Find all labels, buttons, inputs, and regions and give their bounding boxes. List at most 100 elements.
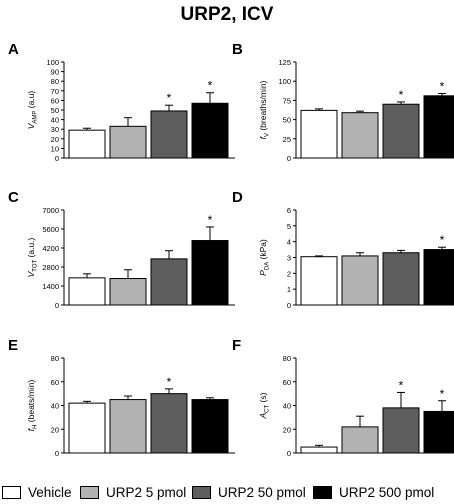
y-tick-label: 6: [287, 206, 291, 215]
significance-star: *: [208, 79, 213, 93]
y-axis-label: ACT (s): [258, 392, 271, 419]
y-tick-label: 90: [51, 68, 59, 77]
y-axis-label: VTOT (a.u.): [26, 237, 39, 277]
bar: [150, 110, 188, 159]
y-axis-label-unit: (s): [258, 392, 268, 404]
bar: [109, 278, 147, 306]
y-tick-label: 80: [51, 77, 59, 86]
y-axis-label-symbol: f: [258, 135, 268, 139]
bar: [300, 109, 338, 159]
y-tick-label: 100: [46, 58, 59, 67]
y-tick-label: 80: [51, 354, 59, 363]
y-tick-label: 50: [51, 106, 59, 115]
y-axis-label-subscript: DA: [265, 262, 271, 270]
bar: [150, 258, 188, 306]
legend-swatch-urp2-500: [313, 485, 332, 499]
y-tick-label: 75: [283, 96, 291, 105]
panel-b: B 0 25 50 75 100 125 fV (breaths/min) * *: [232, 41, 454, 163]
legend: Vehicle URP2 5 pmol URP2 50 pmol URP2 50…: [2, 482, 454, 502]
y-tick-label: 0: [55, 301, 59, 310]
legend-label-vehicle: Vehicle: [28, 484, 72, 500]
legend-item-vehicle: Vehicle: [2, 482, 72, 502]
y-axis-label-subscript: H: [33, 425, 39, 429]
bar: [423, 410, 454, 454]
panel-label: E: [8, 337, 18, 354]
y-axis-label: VAMP (a.u): [26, 91, 39, 130]
panel-f: F 0 20 40 60 80 ACT (s) * *: [232, 337, 454, 458]
legend-item-urp2-5: URP2 5 pmol: [80, 482, 186, 502]
y-tick-label: 7000: [42, 206, 59, 215]
y-axis-label-symbol: V: [26, 270, 36, 277]
y-tick-label: 20: [283, 425, 291, 434]
y-tick-label: 1400: [42, 282, 59, 291]
legend-item-urp2-50: URP2 50 pmol: [192, 482, 306, 502]
y-tick-label: 20: [51, 135, 59, 144]
y-axis-label-subscript: TOT: [33, 259, 39, 271]
bar: [423, 249, 454, 306]
panel-d: D 0 1 2 3 4 5 6 PDA (kPa) *: [232, 189, 454, 310]
y-tick-label: 3: [287, 254, 291, 263]
y-tick-label: 0: [55, 154, 59, 163]
figure-title: URP2, ICV: [180, 4, 274, 25]
y-axis-label-unit: (breaths/min): [258, 80, 268, 133]
bar: [109, 399, 147, 454]
y-axis-label-unit: (a.u): [26, 91, 36, 111]
y-tick-label: 5: [287, 222, 291, 231]
y-tick-label: 125: [278, 58, 291, 67]
bar: [109, 125, 147, 159]
legend-label-urp2-50: URP2 50 pmol: [218, 484, 306, 500]
y-axis-label-unit: (beats/min): [26, 380, 36, 425]
significance-star: *: [208, 213, 213, 227]
panel-e: E 0 20 40 60 80 fH (beats/min) *: [8, 337, 235, 458]
significance-star: *: [440, 387, 445, 401]
panel-label: C: [8, 189, 19, 206]
y-tick-label: 100: [278, 77, 291, 86]
y-axis-label-symbol: V: [26, 122, 36, 129]
panel-c: C 0 1400 2800 4200 5600 7000 VTOT (a.u.) *: [8, 189, 235, 310]
y-tick-label: 60: [51, 378, 59, 387]
y-tick-label: 10: [51, 144, 59, 153]
significance-star: *: [399, 88, 404, 102]
bar: [191, 102, 229, 159]
bar: [382, 103, 420, 159]
y-tick-label: 2: [287, 269, 291, 278]
y-tick-label: 20: [51, 425, 59, 434]
bar: [382, 407, 420, 454]
y-axis-label-symbol: A: [258, 412, 268, 419]
legend-swatch-urp2-5: [80, 485, 99, 499]
significance-star: *: [440, 233, 445, 247]
y-tick-label: 70: [51, 87, 59, 96]
bar: [68, 402, 106, 454]
significance-star: *: [440, 79, 445, 93]
legend-item-urp2-500: URP2 500 pmol: [313, 482, 434, 502]
bar: [191, 240, 229, 306]
bar: [341, 255, 379, 306]
bar: [300, 446, 338, 454]
significance-star: *: [399, 378, 404, 392]
bar: [341, 426, 379, 454]
y-tick-label: 30: [51, 125, 59, 134]
y-tick-label: 60: [283, 378, 291, 387]
legend-label-urp2-500: URP2 500 pmol: [339, 484, 435, 500]
y-axis-label-unit: (a.u.): [26, 237, 36, 259]
y-axis-label-symbol: P: [258, 270, 268, 276]
y-tick-label: 2800: [42, 263, 59, 272]
bar: [68, 129, 106, 159]
y-tick-label: 60: [51, 96, 59, 105]
bar: [191, 399, 229, 454]
y-axis-label-subscript: V: [265, 133, 271, 137]
y-tick-label: 0: [287, 449, 291, 458]
y-tick-label: 0: [55, 449, 59, 458]
y-tick-label: 40: [51, 116, 59, 125]
panel-label: B: [232, 41, 243, 58]
legend-swatch-vehicle: [2, 485, 21, 499]
bar: [341, 112, 379, 159]
y-axis-label-subscript: AMP: [33, 111, 39, 124]
y-tick-label: 4: [287, 238, 291, 247]
y-tick-label: 0: [287, 154, 291, 163]
panel-label: A: [8, 41, 19, 58]
y-axis-label-symbol: f: [26, 427, 36, 431]
y-axis-label: PDA (kPa): [258, 239, 271, 276]
